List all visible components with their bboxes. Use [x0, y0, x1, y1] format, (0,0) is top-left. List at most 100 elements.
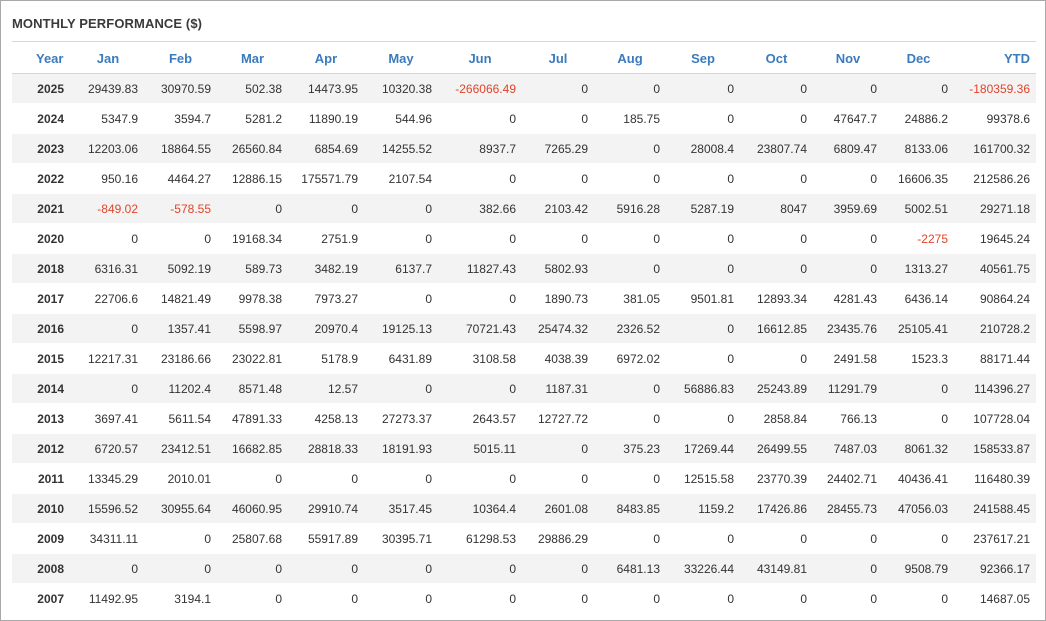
year-cell: 2009 — [12, 523, 72, 554]
value-cell-aug: 0 — [594, 583, 666, 614]
value-cell-may: 27273.37 — [364, 403, 438, 434]
value-cell-feb: 2010.01 — [144, 463, 217, 494]
value-cell-sep: 0 — [666, 313, 740, 344]
value-cell-sep: 33226.44 — [666, 553, 740, 584]
value-cell-jan: 5347.9 — [72, 103, 144, 134]
value-cell-aug: 0 — [594, 253, 666, 284]
value-cell-ytd: 88171.44 — [954, 343, 1036, 374]
value-cell-nov: 11291.79 — [813, 373, 883, 404]
value-cell-aug: 2326.52 — [594, 313, 666, 344]
value-cell-jan: -849.02 — [72, 193, 144, 224]
table-header-row: Year Jan Feb Mar Apr May Jun Jul Aug Sep Oct Nov Dec… — [12, 43, 1036, 74]
value-cell-jun: 0 — [438, 103, 522, 134]
value-cell-mar: 5281.2 — [217, 103, 288, 134]
value-cell-aug: 0 — [594, 73, 666, 104]
value-cell-mar: 25807.68 — [217, 523, 288, 554]
year-cell: 2021 — [12, 193, 72, 224]
value-cell-apr: 0 — [288, 463, 364, 494]
value-cell-jul: 29886.29 — [522, 523, 594, 554]
value-cell-aug: 5916.28 — [594, 193, 666, 224]
year-cell: 2023 — [12, 133, 72, 164]
value-cell-oct: 0 — [740, 163, 813, 194]
value-cell-jun: 382.66 — [438, 193, 522, 224]
value-cell-jan: 0 — [72, 373, 144, 404]
value-cell-aug: 6972.02 — [594, 343, 666, 374]
value-cell-jan: 0 — [72, 223, 144, 254]
value-cell-sep: 0 — [666, 403, 740, 434]
value-cell-feb: 11202.4 — [144, 373, 217, 404]
value-cell-mar: 47891.33 — [217, 403, 288, 434]
value-cell-mar: 9978.38 — [217, 283, 288, 314]
value-cell-nov: 47647.7 — [813, 103, 883, 134]
column-header-may: May — [364, 43, 438, 74]
value-cell-jul: 0 — [522, 73, 594, 104]
value-cell-apr: 28818.33 — [288, 433, 364, 464]
value-cell-apr: 4258.13 — [288, 403, 364, 434]
value-cell-ytd: 241588.45 — [954, 493, 1036, 524]
table-row: 2017 22706.6 14821.49 9978.38 7973.27 0 0 1890.… — [12, 283, 1036, 314]
year-cell: 2007 — [12, 583, 72, 614]
panel-title: MONTHLY PERFORMANCE ($) — [12, 16, 203, 31]
value-cell-may: 6431.89 — [364, 343, 438, 374]
value-cell-aug: 8483.85 — [594, 493, 666, 524]
year-cell: 2015 — [12, 343, 72, 374]
value-cell-feb: 0 — [144, 553, 217, 584]
value-cell-dec: 16606.35 — [883, 163, 954, 194]
value-cell-apr: 7973.27 — [288, 283, 364, 314]
value-cell-feb: 23412.51 — [144, 433, 217, 464]
value-cell-jul: 1187.31 — [522, 373, 594, 404]
value-cell-dec: 40436.41 — [883, 463, 954, 494]
value-cell-oct: 8047 — [740, 193, 813, 224]
table-row: 2014 0 11202.4 8571.48 12.57 0 0 1187.31 0 56886.… — [12, 373, 1036, 404]
value-cell-aug: 0 — [594, 523, 666, 554]
value-cell-apr: 175571.79 — [288, 163, 364, 194]
value-cell-feb: 14821.49 — [144, 283, 217, 314]
value-cell-apr: 20970.4 — [288, 313, 364, 344]
value-cell-mar: 23022.81 — [217, 343, 288, 374]
value-cell-jul: 2601.08 — [522, 493, 594, 524]
value-cell-nov: 23435.76 — [813, 313, 883, 344]
value-cell-nov: 0 — [813, 553, 883, 584]
value-cell-apr: 14473.95 — [288, 73, 364, 104]
value-cell-jun: 0 — [438, 163, 522, 194]
value-cell-jun: 2643.57 — [438, 403, 522, 434]
table-row: 2016 0 1357.41 5598.97 20970.4 19125.13 70721.… — [12, 313, 1036, 344]
value-cell-may: 19125.13 — [364, 313, 438, 344]
value-cell-jan: 22706.6 — [72, 283, 144, 314]
value-cell-dec: 9508.79 — [883, 553, 954, 584]
value-cell-mar: 0 — [217, 553, 288, 584]
value-cell-dec: 0 — [883, 373, 954, 404]
table-row: 2024 5347.9 3594.7 5281.2 11890.19 544.96 0 0 18… — [12, 103, 1036, 134]
value-cell-ytd: 107728.04 — [954, 403, 1036, 434]
value-cell-oct: 0 — [740, 73, 813, 104]
value-cell-jan: 29439.83 — [72, 73, 144, 104]
value-cell-apr: 2751.9 — [288, 223, 364, 254]
table-row: 2013 3697.41 5611.54 47891.33 4258.13 27273.3… — [12, 403, 1036, 434]
value-cell-ytd: 210728.2 — [954, 313, 1036, 344]
year-cell: 2022 — [12, 163, 72, 194]
column-header-dec: Dec — [883, 43, 954, 74]
value-cell-aug: 0 — [594, 373, 666, 404]
value-cell-sep: 9501.81 — [666, 283, 740, 314]
value-cell-dec: 0 — [883, 73, 954, 104]
value-cell-jun: 0 — [438, 463, 522, 494]
value-cell-jul: 0 — [522, 433, 594, 464]
value-cell-oct: 0 — [740, 103, 813, 134]
value-cell-apr: 55917.89 — [288, 523, 364, 554]
value-cell-jun: 0 — [438, 373, 522, 404]
value-cell-may: 14255.52 — [364, 133, 438, 164]
value-cell-jul: 1890.73 — [522, 283, 594, 314]
year-cell: 2024 — [12, 103, 72, 134]
value-cell-jul: 4038.39 — [522, 343, 594, 374]
table-row: 2020 0 0 19168.34 2751.9 0 0 0 0 0 0 0 -2275 19645.24 — [12, 223, 1036, 254]
value-cell-jan: 3697.41 — [72, 403, 144, 434]
value-cell-sep: 12515.58 — [666, 463, 740, 494]
monthly-performance-table: Year Jan Feb Mar Apr May Jun Jul Aug Sep Oct Nov Dec… — [12, 43, 1036, 614]
value-cell-oct: 23770.39 — [740, 463, 813, 494]
year-cell: 2020 — [12, 223, 72, 254]
table-row: 2025 29439.83 30970.59 502.38 14473.95 10320.… — [12, 73, 1036, 104]
value-cell-jul: 0 — [522, 163, 594, 194]
value-cell-nov: 0 — [813, 73, 883, 104]
value-cell-mar: 19168.34 — [217, 223, 288, 254]
